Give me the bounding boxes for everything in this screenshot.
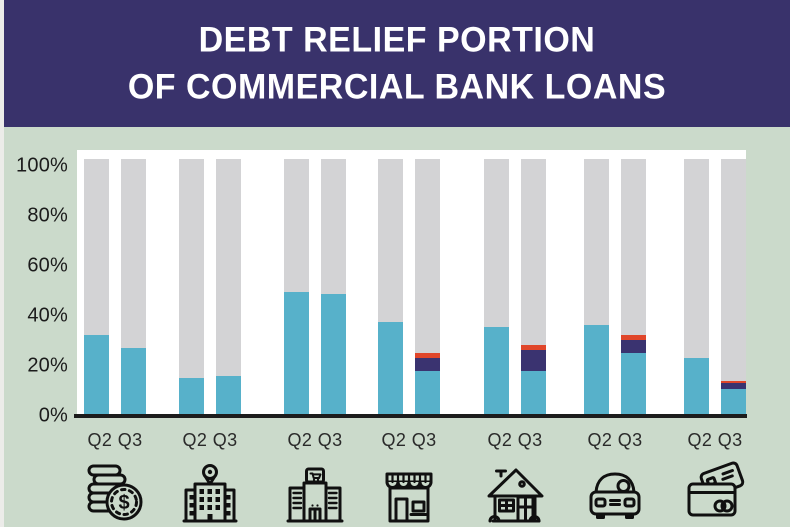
bar-group7-q2: [684, 159, 709, 414]
house-icon: [483, 461, 547, 525]
segment-orange: [521, 345, 546, 351]
segment-blue: [378, 322, 403, 414]
bar-group6-q3: [621, 159, 646, 414]
segment-blue: [684, 357, 709, 414]
bar-group5-q3: [521, 159, 546, 414]
x-group-label: Q2 Q3: [287, 430, 343, 450]
x-group-label: Q2 Q3: [687, 430, 743, 450]
chart-plot-area: [77, 150, 746, 414]
svg-text:$: $: [118, 492, 129, 514]
segment-blue: [415, 370, 440, 414]
segment-blue: [121, 347, 146, 414]
title-banner: DEBT RELIEF PORTION OF COMMERCIAL BANK L…: [4, 0, 790, 127]
bar-group6-q2: [584, 159, 609, 414]
coins-icon: $: [83, 461, 147, 525]
x-group-label: Q2 Q3: [381, 430, 437, 450]
car-icon: [583, 461, 647, 525]
segment-blue: [521, 370, 546, 414]
bar-group4-q2: [378, 159, 403, 414]
segment-navy: [521, 350, 546, 371]
bar-group2-q2: [179, 159, 204, 414]
title-line-1: DEBT RELIEF PORTION: [198, 19, 596, 60]
segment-blue: [84, 334, 109, 414]
title-line-2: OF COMMERCIAL BANK LOANS: [127, 66, 667, 107]
hotel-icon: [178, 461, 242, 525]
segment-blue: [321, 294, 346, 414]
bar-group3-q3: [321, 159, 346, 414]
segment-navy: [721, 383, 746, 389]
y-tick-label: 100%: [16, 154, 68, 177]
credit-cards-icon: [683, 461, 747, 525]
left-edge-strip: [0, 0, 4, 527]
segment-blue: [216, 375, 241, 414]
segment-blue: [484, 327, 509, 414]
bar-group7-q3: [721, 159, 746, 414]
x-group-label: Q2 Q3: [487, 430, 543, 450]
segment-navy: [415, 357, 440, 371]
bar-group5-q2: [484, 159, 509, 414]
y-tick-label: 80%: [27, 204, 68, 227]
x-group-label: Q2 Q3: [182, 430, 238, 450]
segment-navy: [621, 340, 646, 353]
bar-group3-q2: [284, 159, 309, 414]
segment-blue: [584, 324, 609, 414]
y-tick-label: 0%: [38, 404, 68, 427]
y-tick-label: 20%: [27, 354, 68, 377]
segment-blue: [179, 378, 204, 414]
segment-blue: [721, 388, 746, 414]
x-axis-line: [74, 414, 747, 418]
mall-icon: [283, 461, 347, 525]
y-tick-label: 40%: [27, 304, 68, 327]
bar-group1-q2: [84, 159, 109, 414]
segment-orange: [415, 352, 440, 358]
segment-orange: [721, 380, 746, 384]
bar-group2-q3: [216, 159, 241, 414]
store-icon: [377, 461, 441, 525]
bar-group1-q3: [121, 159, 146, 414]
x-group-label: Q2 Q3: [587, 430, 643, 450]
bar-group4-q3: [415, 159, 440, 414]
segment-orange: [621, 334, 646, 341]
segment-blue: [284, 291, 309, 414]
segment-blue: [621, 352, 646, 414]
x-group-label: Q2 Q3: [87, 430, 143, 450]
y-tick-label: 60%: [27, 254, 68, 277]
